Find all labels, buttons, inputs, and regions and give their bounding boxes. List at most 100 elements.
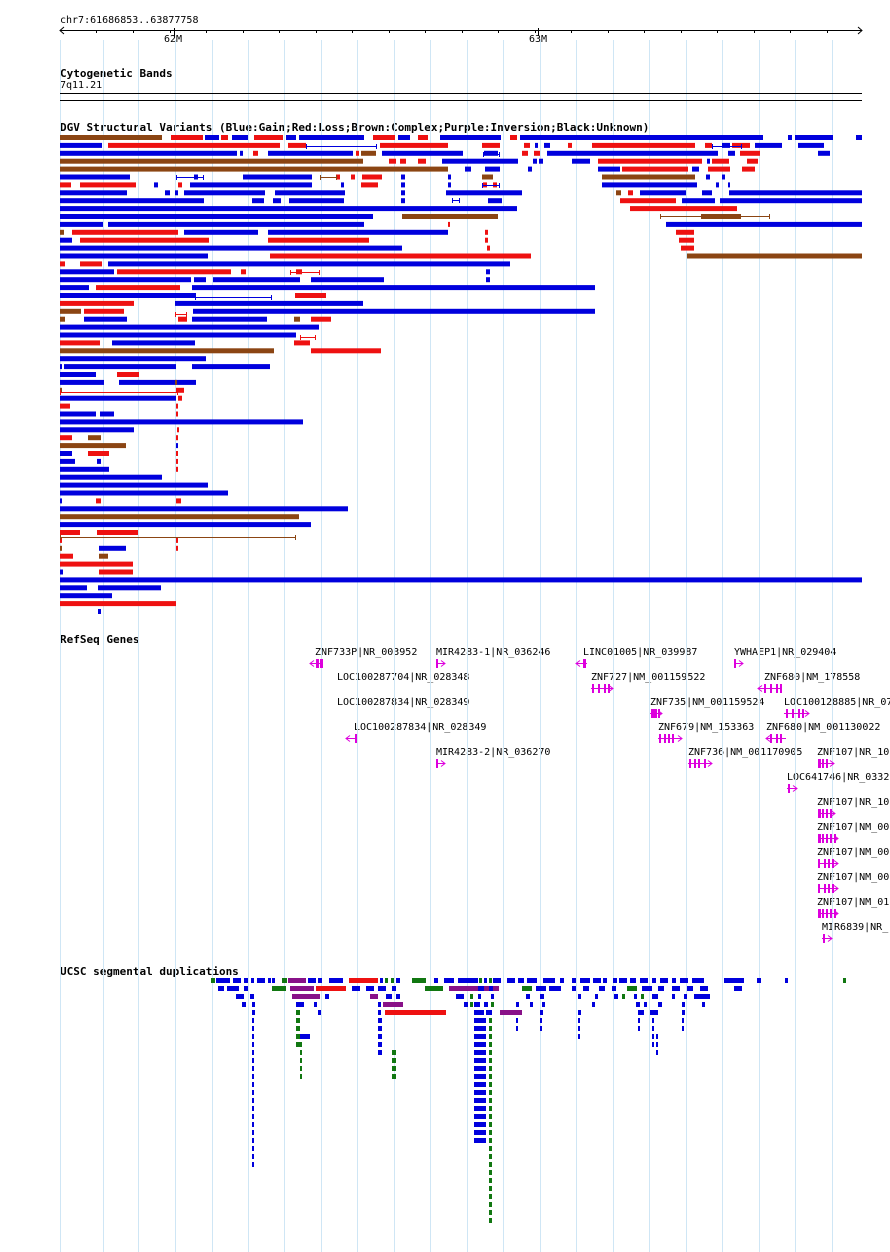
dgv-variant-bar bbox=[535, 142, 538, 148]
dgv-variant-bar bbox=[60, 158, 363, 164]
gene-exon-block bbox=[355, 734, 357, 743]
segdup-block bbox=[257, 978, 265, 983]
gene-label[interactable]: LOC100287834|NR_028349 bbox=[337, 697, 470, 708]
segdup-block bbox=[518, 978, 524, 983]
segdup-block bbox=[489, 1162, 492, 1167]
dgv-variant-bar bbox=[488, 198, 502, 204]
dgv-variant-bar bbox=[154, 182, 158, 188]
dgv-variant-bar bbox=[446, 190, 522, 196]
gene-label[interactable]: ZNF680|NM_178558 bbox=[764, 672, 861, 683]
segdup-block bbox=[619, 978, 627, 983]
gene-label[interactable]: ZNF107|NR_10 bbox=[817, 797, 890, 808]
gene-label[interactable]: ZNF679|NM_153363 bbox=[658, 722, 755, 733]
gene-label[interactable]: LINC01005|NR_039987 bbox=[583, 647, 698, 658]
segdup-block bbox=[580, 978, 590, 983]
segdup-block bbox=[640, 978, 648, 983]
dgv-variant-bar bbox=[361, 150, 376, 156]
segdup-block bbox=[300, 1074, 302, 1079]
gene-label[interactable]: ZNF733P|NR_003952 bbox=[315, 647, 418, 658]
segdup-block bbox=[474, 1074, 486, 1079]
dgv-variant-bar bbox=[176, 466, 178, 472]
gene-strand-arrow bbox=[833, 885, 839, 892]
segdup-block bbox=[682, 1002, 685, 1007]
segdup-block bbox=[242, 1002, 246, 1007]
gene-label[interactable]: MIR4283-1|NR_036246 bbox=[436, 647, 551, 658]
cytoband-glyph bbox=[60, 93, 862, 101]
dgv-variant-bar bbox=[286, 135, 296, 140]
segdup-block bbox=[392, 1074, 396, 1079]
gene-label[interactable]: ZNF107|NR_10 bbox=[817, 747, 890, 758]
dgv-variant-bar bbox=[401, 174, 405, 180]
segdup-block bbox=[252, 1090, 254, 1095]
segdup-block bbox=[684, 994, 687, 999]
dgv-variant-bar bbox=[706, 174, 710, 180]
gene-exon-block bbox=[832, 884, 834, 893]
gene-label[interactable]: ZNF727|NM_001159522 bbox=[591, 672, 706, 683]
gene-exon-block bbox=[592, 684, 594, 693]
dgv-variant-bar bbox=[622, 166, 688, 172]
dgv-variant-bar bbox=[486, 269, 490, 275]
segdup-block bbox=[493, 978, 501, 983]
gene-label[interactable]: ZNF107|NM_01 bbox=[817, 897, 890, 908]
dgv-variant-bar bbox=[60, 372, 96, 377]
gene-label[interactable]: LOC641746|NR_0332 bbox=[787, 772, 890, 783]
dgv-variant-bar bbox=[243, 174, 312, 180]
segdup-block bbox=[489, 1090, 492, 1095]
segdup-block bbox=[660, 978, 668, 983]
ruler bbox=[59, 26, 863, 36]
dgv-variant-bar bbox=[119, 379, 196, 385]
dgv-variant-bar bbox=[177, 427, 179, 433]
gene-label[interactable]: ZNF736|NM_001170905 bbox=[688, 747, 803, 758]
cytoband-bottom-edge bbox=[60, 100, 862, 101]
gene-label[interactable]: ZNF735|NM_001159524 bbox=[650, 697, 765, 708]
dgv-variant-bar bbox=[60, 395, 176, 401]
segdup-block bbox=[272, 978, 275, 983]
segdup-block bbox=[233, 978, 241, 983]
segdup-block bbox=[300, 1034, 310, 1039]
gene-exon-block bbox=[824, 859, 826, 868]
dgv-variant-bar bbox=[252, 198, 264, 204]
segdup-block bbox=[474, 1058, 486, 1063]
gene-label[interactable]: LOC100287834|NR_028349 bbox=[354, 722, 487, 733]
segdup-block bbox=[527, 978, 537, 983]
dgv-variant-bar bbox=[96, 498, 101, 504]
ruler-right-arrow bbox=[857, 26, 863, 35]
gene-label[interactable]: ZNF107|NM_00 bbox=[817, 872, 890, 883]
segdup-block bbox=[489, 1114, 492, 1119]
dgv-variant-bar bbox=[176, 443, 178, 449]
gene-label[interactable]: LOC100287704|NR_028348 bbox=[337, 672, 470, 683]
dgv-variant-bar bbox=[486, 277, 490, 283]
gene-label[interactable]: ZNF107|NM_00 bbox=[817, 847, 890, 858]
dgv-variant-bar bbox=[60, 419, 303, 425]
dgv-variant-bar bbox=[221, 135, 228, 140]
dgv-variant-bar bbox=[628, 190, 633, 196]
segdup-block bbox=[489, 1066, 492, 1071]
gene-exon-block bbox=[822, 809, 824, 818]
gene-label[interactable]: MIR4283-2|NR_036270 bbox=[436, 747, 551, 758]
gene-label[interactable]: LOC100128885|NR_07 bbox=[784, 697, 890, 708]
gene-label[interactable]: YWHAEP1|NR_029404 bbox=[734, 647, 837, 658]
dgv-variant-bar bbox=[192, 364, 270, 370]
gene-exon-block bbox=[664, 734, 666, 743]
dgv-variant-bar bbox=[60, 206, 517, 212]
dgv-variant-bar bbox=[702, 190, 712, 196]
gene-label[interactable]: ZNF680|NM_001130022 bbox=[766, 722, 881, 733]
dgv-variant-bar bbox=[493, 182, 497, 188]
segdup-block bbox=[478, 994, 481, 999]
gene-label[interactable]: MIR6839|NR_ bbox=[822, 922, 889, 933]
gene-exon-block bbox=[604, 684, 606, 693]
gene-strand-arrow bbox=[608, 685, 614, 692]
dgv-variant-bar bbox=[60, 458, 75, 464]
dgv-variant-bar bbox=[60, 285, 89, 291]
dgv-variant-bar bbox=[295, 293, 326, 298]
gene-exon-block bbox=[824, 884, 826, 893]
dgv-variant-bar bbox=[487, 245, 490, 251]
segdup-block bbox=[434, 978, 438, 983]
gene-label[interactable]: ZNF107|NM_00 bbox=[817, 822, 890, 833]
segdup-block bbox=[489, 1018, 492, 1023]
segdup-block bbox=[682, 1026, 684, 1031]
gene-strand-arrow bbox=[707, 760, 713, 767]
segdup-block bbox=[216, 978, 230, 983]
dgv-variant-bar bbox=[818, 150, 830, 156]
